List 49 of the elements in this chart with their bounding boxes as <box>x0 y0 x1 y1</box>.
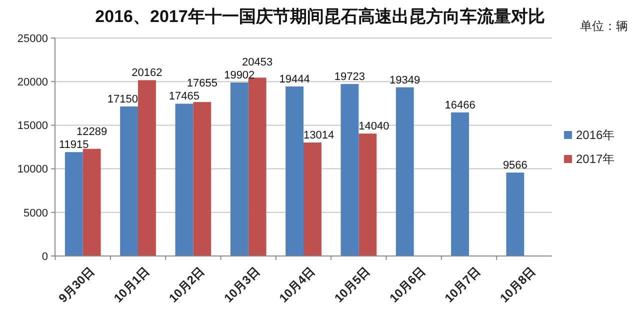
bar <box>193 102 212 256</box>
x-tick-label: 10月8日 <box>497 264 538 306</box>
data-label: 17150 <box>107 93 138 106</box>
x-tick-label: 10月3日 <box>221 264 262 306</box>
data-label: 19902 <box>224 69 255 82</box>
legend-label: 2017年 <box>576 152 615 166</box>
bar <box>286 86 304 256</box>
x-tick-label: 10月1日 <box>111 264 152 306</box>
x-tick-label: 10月2日 <box>166 264 208 306</box>
data-label: 16466 <box>444 99 476 112</box>
y-tick-label: 5000 <box>24 207 48 220</box>
chart-title: 2016、2017年十一国庆节期间昆石高速出昆方向车流量对比 <box>95 7 545 26</box>
bar <box>64 152 83 256</box>
bar <box>358 134 377 256</box>
data-label: 20453 <box>242 56 273 68</box>
y-tick-label: 0 <box>42 250 48 263</box>
bar <box>340 84 359 256</box>
y-tick-label: 25000 <box>17 32 48 45</box>
data-label: 19444 <box>279 73 310 86</box>
data-label: 13014 <box>304 130 334 142</box>
x-tick-label: 9月30日 <box>56 264 97 306</box>
x-tick-label: 10月4日 <box>276 264 318 306</box>
bar <box>451 112 469 256</box>
bar <box>175 104 194 256</box>
data-label: 12289 <box>76 126 108 138</box>
data-label: 19723 <box>334 71 365 84</box>
bar <box>82 148 101 256</box>
bar <box>138 80 156 256</box>
x-tick-label: 10月7日 <box>442 264 484 306</box>
bar <box>506 172 524 256</box>
y-tick-label: 20000 <box>17 76 48 88</box>
data-label: 20162 <box>132 67 162 80</box>
bar <box>304 142 322 256</box>
text: 单位：辆 <box>580 19 628 33</box>
bar <box>120 106 138 256</box>
bar <box>230 82 248 256</box>
x-tick-label: 10月6日 <box>386 264 428 306</box>
legend-label: 2016年 <box>576 128 615 142</box>
data-label: 9566 <box>502 160 528 172</box>
y-tick-label: 10000 <box>17 164 48 176</box>
x-tick-label: 10月5日 <box>332 264 373 306</box>
data-label: 14040 <box>358 120 390 133</box>
y-tick-label: 15000 <box>17 120 48 132</box>
data-label: 19349 <box>390 74 420 86</box>
data-label: 17655 <box>186 78 218 90</box>
data-label: 11915 <box>59 139 89 152</box>
data-label: 17465 <box>168 90 200 103</box>
bar <box>248 78 266 256</box>
bar <box>396 87 414 256</box>
